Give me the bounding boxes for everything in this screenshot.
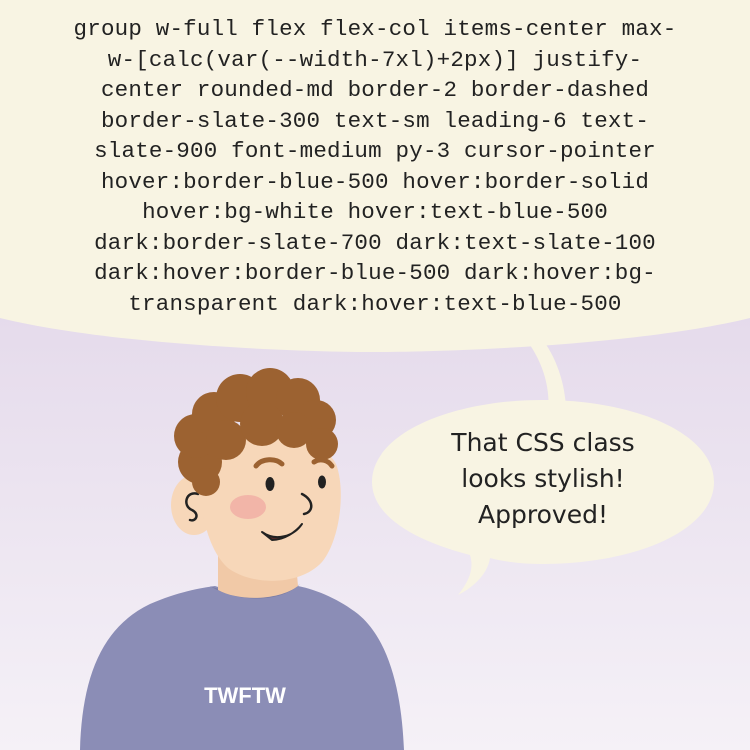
eye-right (318, 475, 326, 489)
caption-line: center rounded-md border-2 border-dashed (100, 77, 650, 103)
speech-line: Approved! (478, 500, 608, 529)
shirt (80, 586, 404, 750)
hair (174, 368, 338, 496)
caption-line: hover:border-blue-500 hover:border-solid (100, 168, 650, 195)
eyebrow-right (311, 457, 335, 469)
caption-line: dark:border-slate-700 dark:text-slate-10… (94, 229, 656, 256)
caption-bubble (0, 0, 750, 352)
shirt-text: TWFTW (204, 683, 286, 708)
speech-text: That CSS class looks stylish! Approved! (390, 425, 696, 533)
caption-text: group w-full flex flex-col items-center … (0, 14, 750, 319)
mouth (261, 523, 303, 541)
speech-bubble (372, 400, 714, 595)
caption-line: dark:hover:border-blue-500 dark:hover:bg… (94, 260, 656, 286)
speech-line: looks stylish! (461, 464, 625, 493)
nose (300, 492, 313, 516)
eye-left (265, 477, 275, 491)
speech-line: That CSS class (451, 428, 635, 457)
caption-line: transparent dark:hover:text-blue-500 (128, 290, 622, 317)
eyebrow-left (253, 457, 285, 469)
caption-line: w-[calc(var(--width-7xl)+2px)] justify- (107, 46, 643, 73)
caption-line: slate-900 font-medium py-3 cursor-pointe… (94, 138, 656, 164)
character (80, 368, 404, 750)
caption-line: border-slate-300 text-sm leading-6 text- (100, 107, 650, 134)
cheek (230, 495, 266, 519)
face (200, 434, 341, 581)
caption-line: group w-full flex flex-col items-center … (73, 16, 677, 42)
ear-inner (185, 492, 200, 522)
caption-line: hover:bg-white hover:text-blue-500 (142, 199, 608, 225)
